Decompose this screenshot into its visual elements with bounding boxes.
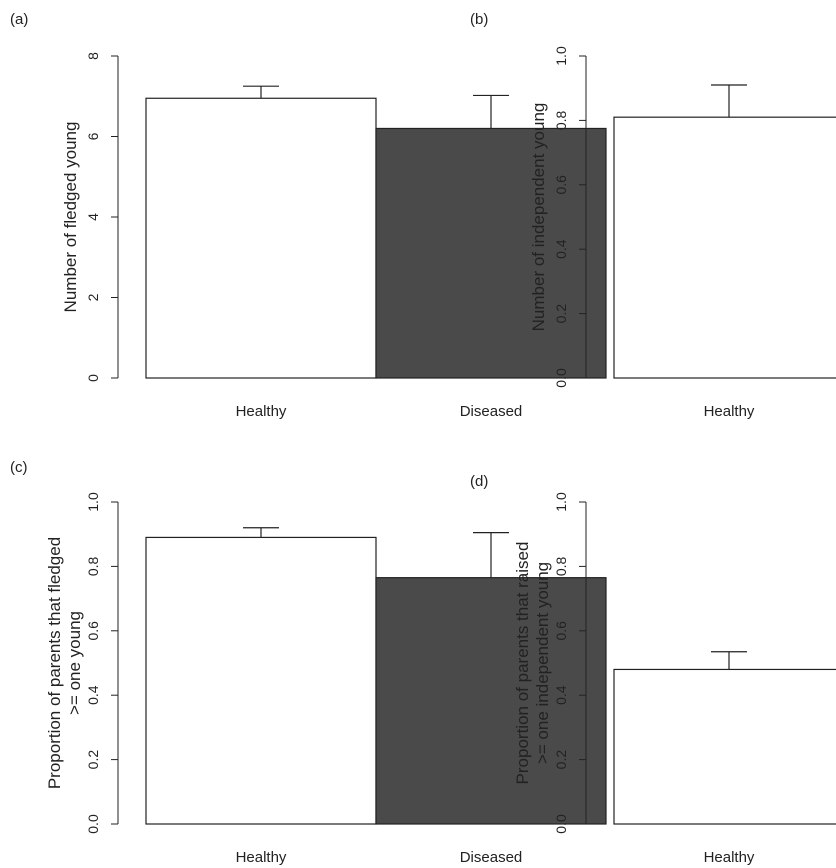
- y-tick-label: 0.0: [85, 814, 101, 834]
- y-tick-label: 0.0: [553, 814, 569, 834]
- y-tick-label: 6: [85, 132, 101, 140]
- y-tick-label: 0.4: [553, 685, 569, 705]
- x-category-label: Diseased: [460, 403, 523, 420]
- bar-healthy: [145, 97, 377, 379]
- panel-a: (a) 0 2 4 6 8 Number of fledged young Healthy Di…: [10, 11, 607, 420]
- y-tick-label: 0.2: [553, 304, 569, 324]
- y-tick-label: 0.6: [85, 621, 101, 641]
- y-tick-label: 0.6: [553, 175, 569, 195]
- y-tick-label: 0.0: [553, 368, 569, 388]
- y-tick-label: 0.8: [85, 556, 101, 576]
- y-axis-title: >= one independent young: [533, 562, 552, 764]
- x-category-label: Healthy: [236, 849, 287, 866]
- x-category-label: Diseased: [460, 849, 523, 866]
- panel-label: (d): [470, 473, 488, 490]
- panel-c: (c) 0.0 0.2 0.4 0.6 0.8 1.0 Proportion of paren…: [10, 459, 607, 866]
- bar-diseased: [375, 127, 607, 379]
- bar-healthy: [145, 536, 377, 825]
- y-tick-label: 0.6: [553, 621, 569, 641]
- y-axis-title: Number of independent young: [529, 103, 548, 332]
- y-axis-title: Proportion of parents that raised: [513, 542, 532, 785]
- x-category-label: Healthy: [236, 403, 287, 420]
- panel-label: (a): [10, 11, 28, 28]
- bar-diseased: [375, 577, 607, 825]
- y-tick-label: 2: [85, 293, 101, 301]
- y-tick-label: 0.2: [553, 750, 569, 770]
- y-tick-label: 0: [85, 374, 101, 382]
- y-tick-label: 8: [85, 52, 101, 60]
- panel-d: (d) 0.0 0.2 0.4 0.6 0.8 1.0 Proportion of paren…: [470, 473, 836, 866]
- x-category-label: Healthy: [704, 849, 755, 866]
- bar-healthy: [613, 116, 836, 379]
- panel-label: (b): [470, 11, 488, 28]
- y-tick-label: 1.0: [553, 46, 569, 66]
- panel-label: (c): [10, 459, 28, 476]
- y-tick-label: 0.8: [553, 110, 569, 130]
- x-category-label: Healthy: [704, 403, 755, 420]
- bar-healthy: [613, 668, 836, 825]
- y-axis-title: >= one young: [65, 611, 84, 715]
- y-tick-label: 0.2: [85, 750, 101, 770]
- y-tick-label: 0.8: [553, 556, 569, 576]
- y-tick-label: 1.0: [85, 492, 101, 512]
- y-tick-label: 0.4: [553, 239, 569, 259]
- y-tick-label: 0.4: [85, 685, 101, 705]
- y-tick-label: 1.0: [553, 492, 569, 512]
- y-axis-title: Proportion of parents that fledged: [45, 537, 64, 789]
- panel-b: (b) 0.0 0.2 0.4 0.6 0.8 1.0 Number of independe…: [470, 11, 836, 420]
- y-axis-title: Number of fledged young: [61, 122, 80, 313]
- y-tick-label: 4: [85, 213, 101, 221]
